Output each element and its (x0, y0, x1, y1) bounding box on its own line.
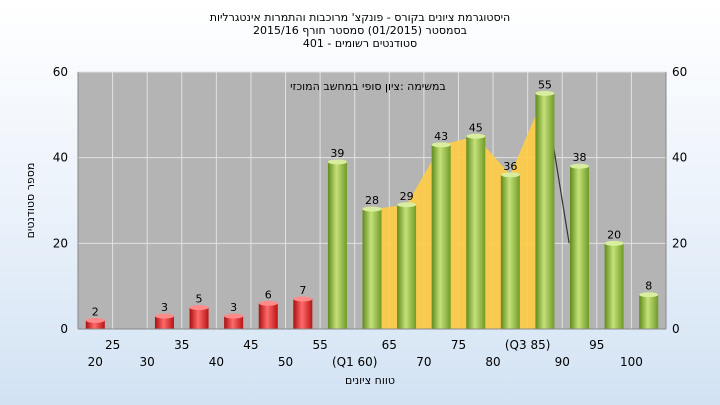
bar (570, 166, 590, 329)
data-label: 43 (434, 130, 448, 143)
data-label: 36 (503, 160, 517, 173)
bar-cap (570, 163, 590, 169)
bar (154, 316, 174, 329)
bar (327, 161, 347, 329)
bar (466, 136, 486, 329)
data-label: 20 (607, 228, 621, 241)
bar-cap (604, 240, 624, 246)
data-label: 38 (573, 151, 587, 164)
bar (85, 320, 105, 329)
bar-cap (500, 172, 520, 178)
x-tick-label-upper: 95 (589, 338, 604, 352)
x-tick-label-upper: (Q3 85) (505, 338, 551, 352)
data-label: 2 (92, 305, 99, 318)
data-label: 5 (196, 293, 203, 306)
bar-cap (397, 202, 417, 208)
x-tick-label-lower: (Q1 60) (332, 355, 378, 369)
chart-annotation: במשימה :ציון סופי במחשב המוכזי (290, 80, 446, 93)
x-tick-label-upper: 45 (243, 338, 258, 352)
chart-title-line-2: בסמסטר (01/2015) סמסטר חורף 2015/16 (253, 24, 467, 37)
y-tick-label-right: 40 (672, 151, 687, 165)
x-tick-label-lower: 70 (416, 355, 431, 369)
bar-cap (154, 313, 174, 319)
data-label: 45 (469, 121, 483, 134)
x-tick-label-upper: 55 (312, 338, 327, 352)
x-tick-label-lower: 30 (140, 355, 155, 369)
y-tick-label: 60 (53, 65, 68, 79)
bar (604, 243, 624, 329)
data-label: 29 (400, 190, 414, 203)
bar (189, 307, 209, 329)
data-label: 7 (299, 284, 306, 297)
data-label: 55 (538, 78, 552, 91)
chart-title-line-1: היסטוגרמת ציונים בקורס - פונקצ' מרוכבות … (209, 11, 511, 24)
bar-cap (85, 317, 105, 323)
bar-cap (639, 292, 659, 298)
bar-cap (189, 305, 209, 311)
y-tick-label-right: 20 (672, 236, 687, 250)
y-tick-label: 40 (53, 151, 68, 165)
y-axis-title: מספר סטודנטים (24, 163, 37, 239)
bar-cap (362, 206, 382, 212)
bar-cap (535, 90, 555, 96)
bar (258, 303, 278, 329)
data-label: 6 (265, 288, 272, 301)
x-tick-label-lower: 80 (485, 355, 500, 369)
x-tick-label-upper: 35 (174, 338, 189, 352)
bar-cap (258, 300, 278, 306)
bar (431, 144, 451, 329)
x-axis-title: טווח ציונים (345, 374, 395, 387)
x-tick-label-lower: 20 (88, 355, 103, 369)
bar (224, 316, 244, 329)
bar (500, 174, 520, 329)
x-tick-label-lower: 90 (555, 355, 570, 369)
data-label: 8 (645, 280, 652, 293)
data-label: 3 (230, 301, 237, 314)
x-tick-label-upper: 75 (451, 338, 466, 352)
x-tick-label-upper: 65 (382, 338, 397, 352)
data-label: 39 (330, 147, 344, 160)
bar-cap (466, 133, 486, 139)
bar (293, 299, 313, 329)
data-label: 28 (365, 194, 379, 207)
bar-cap (327, 159, 347, 165)
bar (397, 204, 417, 329)
chart-title-line-3: סטודנטים רשומים - 401 (302, 37, 418, 50)
bar (639, 294, 659, 329)
data-label: 3 (161, 301, 168, 314)
y-tick-label-right: 60 (672, 65, 687, 79)
bar-cap (224, 313, 244, 319)
bar-cap (293, 296, 313, 302)
y-tick-label: 0 (60, 322, 68, 336)
x-tick-label-lower: 40 (209, 355, 224, 369)
y-tick-label-right: 0 (672, 322, 680, 336)
bar (362, 209, 382, 329)
x-tick-label-upper: 25 (105, 338, 120, 352)
bar-cap (431, 142, 451, 148)
x-tick-label-lower: 50 (278, 355, 293, 369)
bar (535, 93, 555, 330)
x-tick-label-lower: 100 (620, 355, 643, 369)
y-tick-label: 20 (53, 236, 68, 250)
